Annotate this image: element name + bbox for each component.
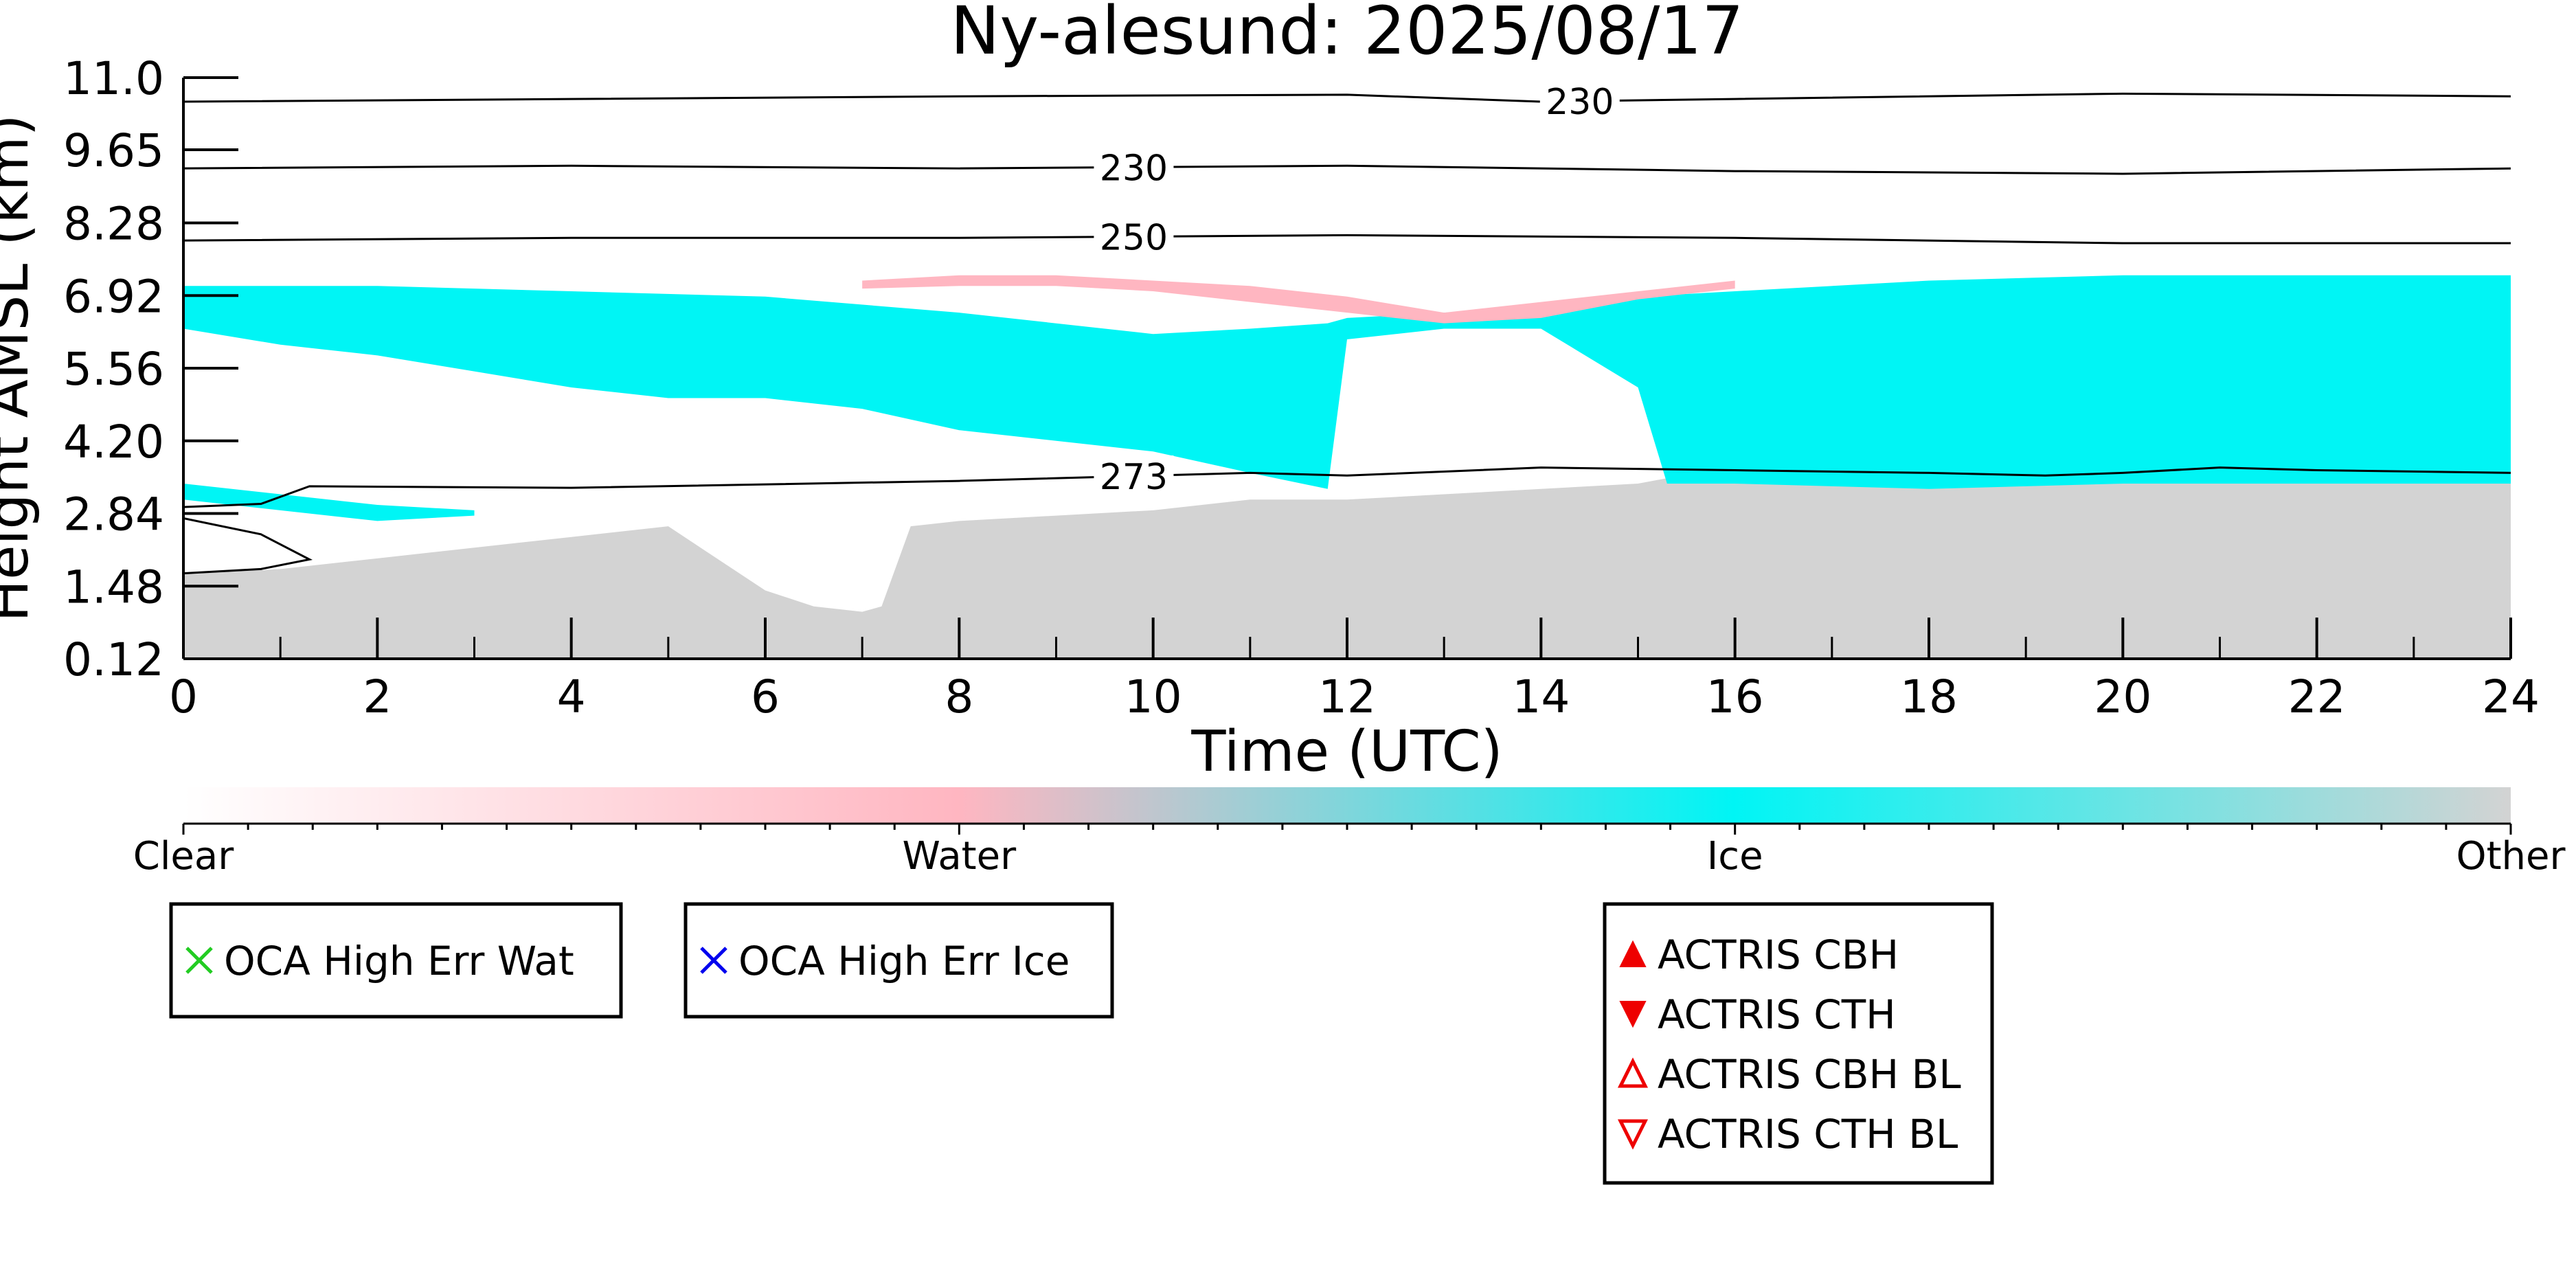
x-tick-label: 4: [557, 670, 586, 723]
legend-marker-x: [700, 947, 727, 974]
legend-frame: [1603, 902, 1994, 1185]
x-axis-title: Time (UTC): [1190, 719, 1502, 784]
contour-line-4: [183, 517, 313, 575]
x-tick-label: 24: [2482, 670, 2540, 723]
legends: OCA High Err Wat OCA High Err Ice ACTRIS C…: [169, 902, 1994, 1185]
y-tick-label: 0.12: [63, 633, 164, 686]
colorbar-ticks: [182, 822, 2512, 835]
contour-label-bg: [1539, 80, 1620, 122]
chart-title: Ny-alesund: 2025/08/17: [951, 0, 1744, 69]
phase-region-ice-1: [183, 275, 2511, 489]
y-tick-label: 6.92: [63, 270, 164, 323]
legend-box-1: OCA High Err Wat: [169, 902, 623, 1019]
x-tick-label: 18: [1900, 670, 1958, 723]
legend-marker-x: [185, 947, 213, 974]
axes: 0 2 4 6 8 10 12 14 16 18 20 22 240.121.482.844.205.5…: [63, 52, 2540, 723]
contour-line-0: [183, 92, 2511, 103]
legend-marker-triangle-up-filled: [1619, 940, 1647, 967]
colorbar-label-ice: Ice: [1707, 834, 1763, 879]
x-tick-label: 2: [363, 670, 392, 723]
contour-label-bg: [1094, 216, 1174, 258]
legend-marker-triangle-down-filled: [1619, 1001, 1647, 1028]
x-tick-label: 12: [1318, 670, 1376, 723]
contour-label: 273: [1100, 457, 1168, 498]
phase-colorbar: Clear Water Ice Other: [133, 787, 2566, 879]
y-tick-label: 4.20: [63, 416, 164, 468]
phase-region-ice-2: [183, 483, 475, 521]
contour-label-bg: [1094, 455, 1174, 497]
contour-label: 230: [1546, 82, 1614, 123]
temperature-contours: 230 230 250 273: [183, 80, 2511, 575]
legend-box-3: ACTRIS CBH ACTRIS CTH ACTRIS CBH BL ACTRIS …: [1603, 902, 1994, 1185]
legend-box-2: OCA High Err Ice: [683, 902, 1114, 1019]
colorbar-labels: Clear Water Ice Other: [133, 834, 2566, 879]
y-tick-label: 2.84: [63, 488, 164, 541]
x-tick-label: 0: [169, 670, 198, 723]
y-tick-label: 5.56: [63, 343, 164, 396]
legend-marker-triangle-up-open: [1617, 1057, 1649, 1088]
contour-label: 230: [1100, 148, 1168, 189]
contour-line-1: [183, 164, 2511, 175]
y-axis-title: Height AMSL (km): [0, 114, 41, 622]
y-tick-label: 9.65: [63, 124, 164, 177]
y-tick-label: 1.48: [63, 561, 164, 613]
x-tick-label: 22: [2288, 670, 2346, 723]
colorbar-label-clear: Clear: [133, 834, 234, 879]
y-tick-label: 11.0: [63, 52, 164, 105]
phase-region-other-0: [183, 473, 2511, 659]
colorbar-label-water: Water: [903, 834, 1017, 879]
legend-entry-label: ACTRIS CBH: [1658, 931, 1899, 978]
legend-entry-label: ACTRIS CTH: [1658, 991, 1896, 1038]
legend-entry-label: ACTRIS CTH BL: [1658, 1111, 1958, 1157]
x-tick-label: 8: [945, 670, 973, 723]
legend-entry-label: OCA High Err Wat: [224, 938, 574, 984]
x-tick-label: 10: [1125, 670, 1182, 723]
contour-label: 250: [1100, 218, 1168, 259]
contour-label-bg: [1094, 146, 1174, 188]
x-tick-label: 14: [1512, 670, 1570, 723]
phase-region-water-3: [862, 275, 1735, 324]
legend-frame: [683, 902, 1114, 1019]
phase-regions: [183, 275, 2511, 659]
y-tick-label: 8.28: [63, 198, 164, 251]
contour-line-2: [183, 234, 2511, 245]
contour-line-3: [183, 466, 2511, 508]
legend-frame: [169, 902, 623, 1019]
colorbar-gradient: [183, 787, 2511, 824]
x-tick-label: 16: [1706, 670, 1764, 723]
x-tick-label: 20: [2094, 670, 2151, 723]
colorbar-label-other: Other: [2456, 834, 2566, 879]
legend-entry-label: ACTRIS CBH BL: [1658, 1051, 1961, 1098]
legend-marker-triangle-down-open: [1617, 1119, 1649, 1150]
x-tick-label: 6: [751, 670, 780, 723]
legend-entry-label: OCA High Err Ice: [738, 938, 1070, 984]
